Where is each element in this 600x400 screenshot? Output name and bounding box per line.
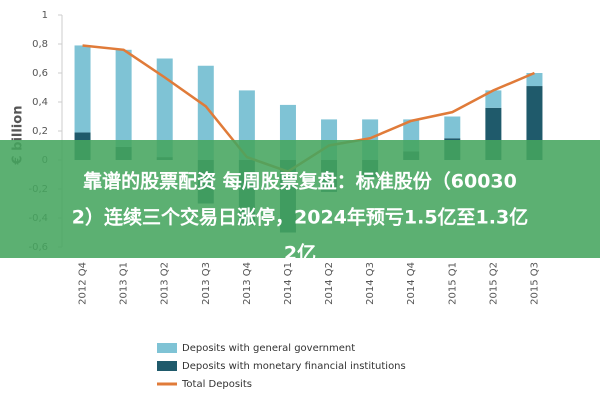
legend-swatch — [157, 361, 177, 371]
x-tick-label: 2013 Q2 — [160, 262, 171, 305]
bar — [74, 45, 91, 133]
x-tick-label: 2014 Q4 — [406, 262, 417, 305]
legend-swatch — [157, 343, 177, 353]
legend-label: Deposits with monetary financial institu… — [182, 361, 406, 372]
bar — [197, 65, 214, 160]
y-tick-label: 0,6 — [32, 68, 48, 79]
x-tick-label: 2013 Q3 — [201, 262, 212, 305]
banner-background — [0, 140, 600, 258]
bar — [115, 49, 132, 147]
y-tick-label: 0,2 — [32, 126, 48, 137]
bar — [444, 116, 461, 139]
x-tick-label: 2014 Q2 — [324, 262, 335, 305]
banner-text: 2）连续三个交易日涨停，2024年预亏1.5亿至1.3亿 — [72, 206, 528, 229]
legend-label: Total Deposits — [181, 379, 252, 390]
x-tick-label: 2012 Q4 — [78, 262, 89, 305]
legend-label: Deposits with general government — [182, 343, 355, 354]
x-tick-label: 2014 Q3 — [365, 262, 376, 305]
banner: 靠谱的股票配资 每周股票复盘：标准股份（60030 2）连续三个交易日涨停，202… — [0, 140, 600, 265]
x-tick-label: 2015 Q1 — [447, 262, 458, 305]
y-tick-label: 0,8 — [32, 39, 48, 50]
bar — [485, 90, 502, 108]
x-tick-label: 2015 Q2 — [488, 262, 499, 305]
banner-text: 靠谱的股票配资 每周股票复盘：标准股份（60030 — [83, 170, 517, 193]
bar — [156, 58, 173, 158]
x-tick-label: 2013 Q1 — [119, 262, 130, 305]
banner-text: 2亿 — [284, 242, 316, 265]
bar — [526, 73, 543, 87]
y-tick-label: 1 — [42, 10, 48, 21]
x-tick-label: 2015 Q3 — [529, 262, 540, 305]
x-tick-label: 2013 Q4 — [242, 262, 253, 305]
x-tick-label: 2014 Q1 — [283, 262, 294, 305]
y-tick-label: 0,4 — [32, 97, 48, 108]
